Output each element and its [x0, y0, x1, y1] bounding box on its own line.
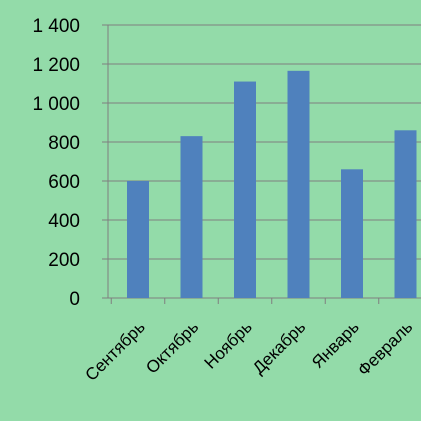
- gridlines: [108, 24, 421, 260]
- y-tick-label: 1 200: [32, 55, 80, 76]
- y-tick-label: 400: [48, 211, 80, 232]
- bar-4: [287, 70, 310, 298]
- y-tick-label: 600: [48, 172, 80, 193]
- bar-3: [234, 81, 256, 298]
- bars: [127, 70, 417, 298]
- axes: [102, 24, 421, 304]
- y-tick-label: 200: [48, 250, 80, 271]
- y-tick-label: 1 000: [32, 94, 80, 115]
- y-tick-label: 800: [48, 133, 80, 154]
- bar-6: [394, 130, 417, 298]
- bar-5: [341, 169, 363, 298]
- bar-2: [180, 136, 203, 298]
- y-tick-label: 0: [69, 289, 80, 310]
- y-tick-label: 1 400: [32, 16, 80, 37]
- y-tick-labels: 0 200 400 600 800 1 000 1 200 1 400: [32, 16, 80, 310]
- bar-1: [127, 181, 149, 298]
